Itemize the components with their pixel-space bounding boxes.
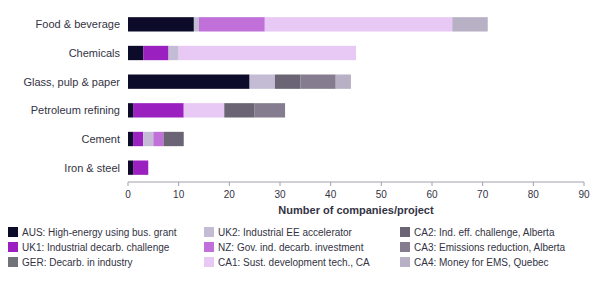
tick-mark — [432, 182, 433, 186]
bar-segment — [300, 75, 335, 89]
bar-segment — [133, 161, 148, 175]
bar-segment — [275, 75, 300, 89]
bar-segment — [153, 132, 163, 146]
category-label: Petroleum refining — [31, 104, 120, 116]
tick-mark — [330, 182, 331, 186]
category-label: Cement — [81, 133, 120, 145]
bar-segment — [133, 132, 143, 146]
tick-label: 50 — [376, 189, 388, 200]
legend-swatch — [204, 242, 214, 252]
bar-segment — [255, 103, 285, 117]
legend-swatch — [400, 227, 410, 237]
legend-label: CA2: Ind. eff. challenge, Alberta — [414, 227, 555, 238]
tick-label: 10 — [173, 189, 185, 200]
legend-swatch — [400, 257, 410, 267]
bar-segment — [133, 103, 184, 117]
bar-segment — [128, 161, 133, 175]
legend-swatch — [8, 242, 18, 252]
tick-mark — [381, 182, 382, 186]
tick-label: 80 — [528, 189, 540, 200]
legend-label: AUS: High-energy using bus. grant — [22, 227, 177, 238]
legend-label: UK2: Industrial EE accelerator — [218, 227, 353, 238]
legend-swatch — [204, 257, 214, 267]
x-axis-label: Number of companies/project — [278, 204, 434, 216]
chart: 0 10 20 30 40 50 60 70 80 90 Number of companies/p… — [0, 0, 600, 297]
bar-segment — [199, 17, 265, 31]
axis-line — [128, 182, 584, 183]
bar-segment — [265, 17, 452, 31]
tick-label: 20 — [224, 189, 236, 200]
tick-mark — [584, 182, 585, 186]
bars — [128, 17, 488, 175]
tick-label: 40 — [325, 189, 337, 200]
legend-label: GER: Decarb. in industry — [22, 257, 133, 268]
tick-label: 70 — [477, 189, 489, 200]
bar-segment — [128, 103, 133, 117]
bar-segment — [128, 46, 143, 60]
tick-label: 0 — [125, 189, 131, 200]
bar-segment — [452, 17, 487, 31]
legend-label: CA1: Sust. development tech., CA — [218, 257, 370, 268]
legend-swatch — [204, 227, 214, 237]
bar-segment — [143, 46, 168, 60]
x-axis: 0 10 20 30 40 50 60 70 80 90 — [125, 182, 590, 200]
legend: AUS: High-energy using bus. grant UK1: In… — [8, 227, 566, 268]
bar-segment — [336, 75, 351, 89]
legend-swatch — [400, 242, 410, 252]
tick-mark — [229, 182, 230, 186]
tick-mark — [128, 182, 129, 186]
tick-mark — [533, 182, 534, 186]
bar-segment — [184, 103, 225, 117]
bar-segment — [224, 103, 254, 117]
bar-segment — [250, 75, 275, 89]
bar-segment — [194, 17, 199, 31]
y-axis: Food & beverage Chemicals Glass, pulp & pa… — [23, 18, 120, 173]
bar-segment — [128, 132, 133, 146]
bar-segment — [169, 46, 179, 60]
bar-segment — [163, 132, 183, 146]
category-label: Iron & steel — [64, 162, 120, 174]
tick-mark — [482, 182, 483, 186]
category-label: Chemicals — [69, 47, 121, 59]
category-label: Food & beverage — [36, 18, 120, 30]
legend-swatch — [8, 257, 18, 267]
bar-segment — [143, 132, 153, 146]
tick-mark — [178, 182, 179, 186]
category-label: Glass, pulp & paper — [23, 76, 120, 88]
tick-label: 60 — [426, 189, 438, 200]
bar-segment — [179, 46, 356, 60]
bar-segment — [128, 17, 194, 31]
tick-mark — [280, 182, 281, 186]
legend-label: CA4: Money for EMS, Quebec — [414, 257, 549, 268]
tick-label: 30 — [274, 189, 286, 200]
legend-swatch — [8, 227, 18, 237]
bar-segment — [128, 75, 250, 89]
legend-label: UK1: Industrial decarb. challenge — [22, 242, 170, 253]
legend-label: CA3: Emissions reduction, Alberta — [414, 242, 566, 253]
tick-label: 90 — [578, 189, 590, 200]
legend-label: NZ: Gov. ind. decarb. investment — [218, 242, 364, 253]
